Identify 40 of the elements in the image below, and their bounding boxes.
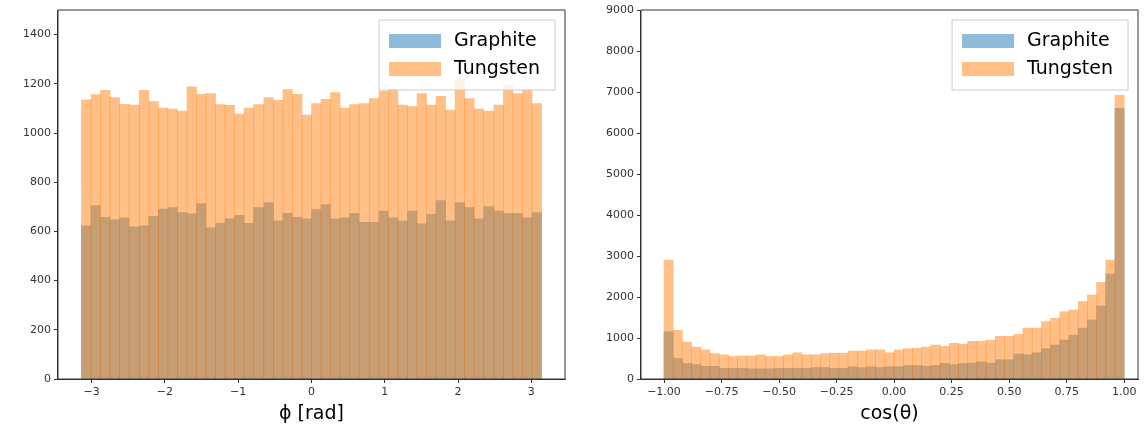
y-tick-label: 0 bbox=[43, 371, 51, 385]
x-tick-label: −3 bbox=[83, 385, 100, 399]
x-axis-title: cos(θ) bbox=[860, 400, 919, 423]
y-tick-label: 200 bbox=[29, 322, 51, 336]
y-tick-label: 1400 bbox=[22, 27, 51, 41]
x-tick-label: −2 bbox=[156, 385, 174, 399]
x-tick-label: −0.75 bbox=[704, 385, 739, 399]
x-tick-label: 1.00 bbox=[1111, 385, 1137, 399]
x-axis-title: ϕ [rad] bbox=[279, 400, 344, 423]
x-tick-label: 0 bbox=[308, 385, 315, 399]
x-tick-label: 0.75 bbox=[1054, 385, 1079, 399]
y-tick-label: 600 bbox=[29, 224, 51, 238]
y-tick-label: 8000 bbox=[605, 43, 634, 57]
x-tick-label: −1.00 bbox=[647, 385, 681, 399]
x-tick-label: 3 bbox=[527, 385, 535, 399]
y-tick-label: 0 bbox=[626, 371, 634, 385]
x-tick-label: 0.00 bbox=[881, 385, 907, 399]
y-tick-label: 9000 bbox=[605, 2, 634, 16]
y-tick-label: 7000 bbox=[605, 84, 634, 98]
y-tick-label: 1000 bbox=[605, 330, 634, 344]
legend-label: Tungsten bbox=[1026, 55, 1114, 78]
y-tick-label: 800 bbox=[29, 175, 51, 189]
y-tick-label: 400 bbox=[29, 273, 51, 287]
legend-label: Tungsten bbox=[453, 55, 541, 78]
legend-label: Graphite bbox=[1027, 27, 1110, 50]
y-tick-label: 1000 bbox=[22, 125, 51, 139]
y-tick-label: 6000 bbox=[605, 125, 634, 139]
x-tick-label: −1 bbox=[230, 385, 247, 399]
x-tick-label: 1 bbox=[381, 385, 389, 399]
y-tick-label: 1200 bbox=[22, 76, 51, 90]
y-tick-label: 3000 bbox=[605, 248, 634, 262]
y-tick-label: 2000 bbox=[605, 289, 634, 303]
y-tick-label: 4000 bbox=[605, 207, 634, 221]
y-tick-label: 5000 bbox=[605, 166, 634, 180]
x-tick-label: 0.25 bbox=[939, 385, 964, 399]
x-tick-label: 2 bbox=[454, 385, 462, 399]
x-tick-label: −0.25 bbox=[819, 385, 854, 399]
x-tick-label: 0.50 bbox=[996, 385, 1022, 399]
x-tick-label: −0.50 bbox=[762, 385, 796, 399]
legend-label: Graphite bbox=[454, 27, 537, 50]
